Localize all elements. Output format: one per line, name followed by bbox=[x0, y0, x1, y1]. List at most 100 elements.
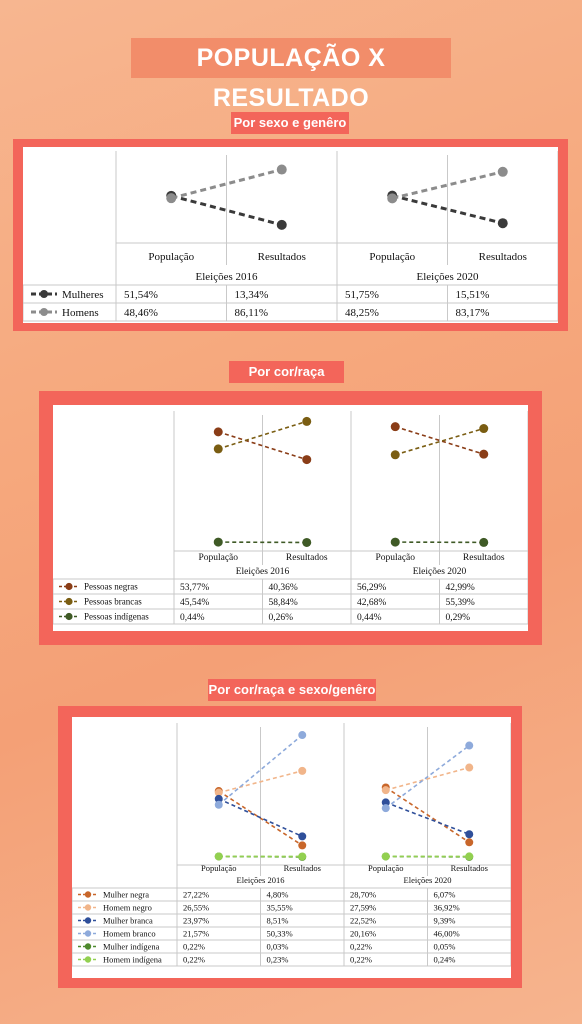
legend-marker-pessoas-indigenas bbox=[65, 612, 73, 621]
data-label: 86,11% bbox=[235, 307, 269, 319]
data-label: 13,34% bbox=[235, 289, 269, 301]
series-line-pessoas-brancas bbox=[218, 420, 307, 450]
group-label: Eleições 2016 bbox=[236, 567, 290, 577]
legend-label: Mulher branca bbox=[103, 915, 153, 925]
data-label: 0,44% bbox=[357, 613, 382, 623]
data-label: 51,75% bbox=[345, 289, 379, 301]
legend-marker-homens bbox=[40, 308, 48, 316]
data-point-mulher-branca bbox=[381, 798, 390, 807]
data-point-mulher-negra bbox=[298, 841, 307, 850]
legend-marker-mulheres bbox=[40, 290, 48, 298]
series-line-mulher-negra bbox=[385, 786, 470, 843]
data-label: 0,05% bbox=[434, 941, 456, 951]
data-label: 51,54% bbox=[124, 289, 158, 301]
legend-label: Pessoas indígenas bbox=[84, 612, 149, 622]
category-label: População bbox=[148, 251, 194, 263]
series-line-homem-negro bbox=[218, 770, 303, 794]
data-point-mulher-branca bbox=[298, 832, 307, 841]
data-label: 42,99% bbox=[446, 583, 475, 593]
data-label: 58,84% bbox=[269, 598, 298, 608]
section-subtitle-sex: Por sexo e genêro bbox=[231, 112, 349, 134]
data-label: 83,17% bbox=[456, 307, 490, 319]
category-label: População bbox=[368, 863, 403, 873]
series-line-pessoas-brancas bbox=[395, 427, 484, 456]
category-label: População bbox=[198, 553, 238, 563]
data-point-pessoas-negras bbox=[213, 427, 223, 437]
data-label: 8,51% bbox=[267, 915, 289, 925]
legend-label: Mulheres bbox=[62, 289, 104, 301]
series-line-mulher-branca bbox=[385, 801, 470, 835]
data-label: 0,22% bbox=[350, 954, 372, 964]
data-label: 28,70% bbox=[350, 889, 376, 899]
data-label: 0,22% bbox=[350, 941, 372, 951]
data-point-homem-negro bbox=[214, 788, 223, 797]
data-label: 0,24% bbox=[434, 954, 456, 964]
legend-marker-homem-indigena bbox=[84, 956, 92, 963]
legend-marker-homem-negro bbox=[84, 904, 92, 911]
legend-label: Mulher negra bbox=[103, 889, 149, 899]
legend-label: Homem indígena bbox=[103, 954, 162, 964]
data-point-homem-indigena bbox=[381, 852, 390, 861]
data-label: 26,55% bbox=[183, 902, 209, 912]
data-label: 53,77% bbox=[180, 583, 209, 593]
group-label: Eleições 2020 bbox=[413, 567, 467, 577]
data-point-mulher-branca bbox=[214, 794, 223, 803]
category-label: População bbox=[201, 863, 236, 873]
series-line-homens bbox=[391, 170, 504, 200]
data-label: 40,36% bbox=[269, 583, 298, 593]
data-point-homem-indigena bbox=[298, 852, 307, 861]
category-label: População bbox=[369, 251, 415, 263]
section-subtitle-race-sex: Por cor/raça e sexo/genêro bbox=[208, 679, 376, 701]
data-point-homem-branco bbox=[298, 731, 307, 740]
legend-marker-homem-branco bbox=[84, 930, 92, 937]
data-point-pessoas-brancas bbox=[213, 444, 223, 454]
legend-label: Pessoas brancas bbox=[84, 597, 142, 607]
data-point-pessoas-brancas bbox=[302, 416, 312, 426]
data-label: 46,00% bbox=[434, 928, 460, 938]
data-point-homem-indigena bbox=[214, 852, 223, 861]
group-label: Eleições 2020 bbox=[416, 271, 479, 283]
data-point-mulheres bbox=[497, 218, 508, 229]
series-line-homens bbox=[170, 168, 283, 200]
data-label: 0,26% bbox=[269, 613, 294, 623]
series-line-mulher-branca bbox=[218, 798, 303, 838]
data-point-homem-negro bbox=[465, 763, 474, 772]
legend-marker-mulher-branca bbox=[84, 917, 92, 924]
chart-panel-sex: População Resultados Eleições 2016 Populaçã… bbox=[23, 147, 558, 323]
data-point-homem-negro bbox=[298, 766, 307, 775]
data-point-homem-indigena bbox=[465, 852, 474, 861]
data-label: 42,68% bbox=[357, 598, 386, 608]
data-label: 22,52% bbox=[350, 915, 376, 925]
data-label: 0,22% bbox=[183, 941, 205, 951]
category-label: Resultados bbox=[258, 251, 306, 263]
category-label: Resultados bbox=[479, 251, 527, 263]
group-label: Eleições 2016 bbox=[237, 875, 285, 885]
data-label: 48,46% bbox=[124, 307, 158, 319]
series-line-pessoas-negras bbox=[395, 425, 484, 455]
data-label: 6,07% bbox=[434, 889, 456, 899]
data-point-pessoas-negras bbox=[390, 422, 400, 432]
data-label: 27,22% bbox=[183, 889, 209, 899]
series-line-homem-branco bbox=[385, 744, 470, 809]
category-label: Resultados bbox=[286, 553, 328, 563]
legend-marker-mulher-indigena bbox=[84, 943, 92, 950]
data-point-pessoas-indigenas bbox=[213, 537, 223, 547]
data-point-homem-branco bbox=[214, 800, 223, 809]
category-label: Resultados bbox=[284, 863, 321, 873]
chart-panel-race: População Resultados Eleições 2016 Populaçã… bbox=[53, 405, 528, 631]
legend-marker-pessoas-negras bbox=[65, 582, 73, 591]
legend-label: Homem branco bbox=[103, 928, 156, 938]
category-label: Resultados bbox=[451, 863, 488, 873]
data-point-pessoas-negras bbox=[302, 455, 312, 465]
series-line-mulheres bbox=[170, 194, 283, 227]
data-label: 20,16% bbox=[350, 928, 376, 938]
data-point-pessoas-negras bbox=[479, 449, 489, 459]
data-label: 4,80% bbox=[267, 889, 289, 899]
data-point-homens bbox=[276, 164, 287, 175]
section-subtitle-race: Por cor/raça bbox=[229, 361, 344, 383]
data-label: 55,39% bbox=[446, 598, 475, 608]
data-point-homem-branco bbox=[381, 804, 390, 813]
series-line-pessoas-negras bbox=[218, 431, 307, 461]
